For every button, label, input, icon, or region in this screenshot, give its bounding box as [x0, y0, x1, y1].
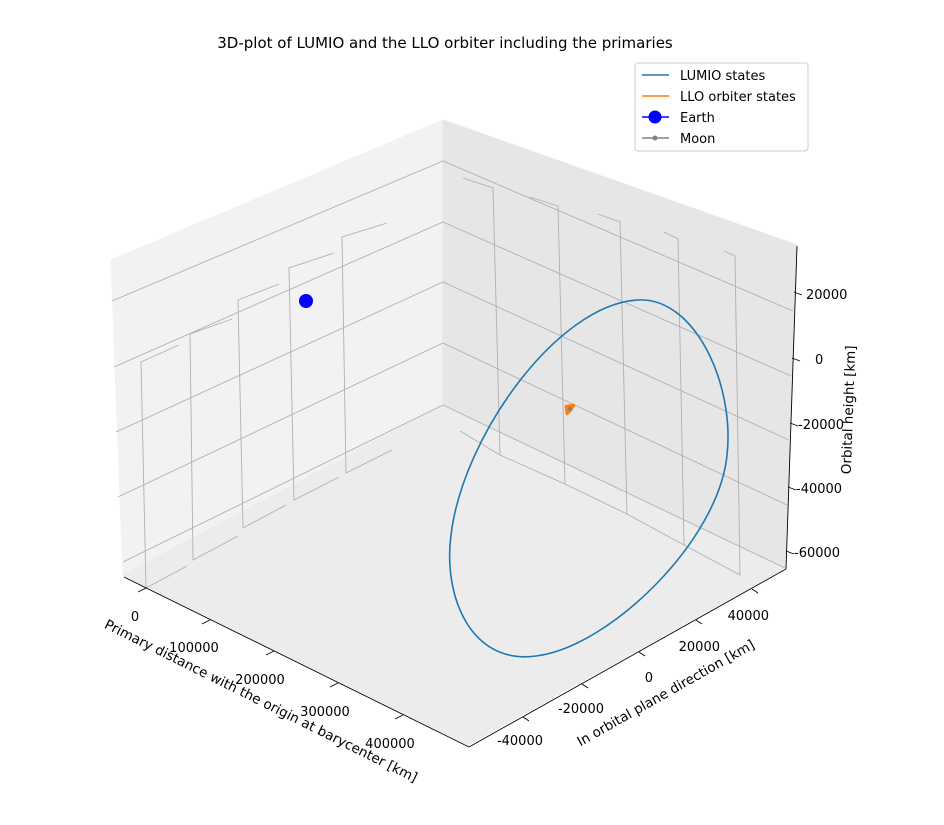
x-tick-4 [394, 714, 404, 720]
y-tick-label: 20000 [679, 640, 720, 655]
z-tick-label: -60000 [794, 546, 840, 561]
grid-z-3 [113, 221, 792, 377]
grid-y-2 [564, 213, 628, 515]
grid-x-2 [237, 283, 287, 529]
y-axis-line [468, 568, 787, 748]
y-tick-2 [638, 651, 646, 657]
grid-x-1 [189, 318, 239, 561]
x-tick-3 [329, 682, 339, 688]
earth-marker [299, 294, 313, 308]
grid-z-1 [117, 342, 788, 506]
y-tick-label: -20000 [558, 702, 604, 717]
x-tick-label: 200000 [235, 673, 285, 688]
x-tick-label: 100000 [169, 641, 219, 656]
plot-data [299, 294, 729, 658]
x-tick-label: 300000 [300, 705, 350, 720]
legend-label-lumio: LUMIO states [680, 69, 765, 84]
y-tick-label: 0 [645, 671, 653, 686]
grid-y-4 [683, 250, 741, 576]
grid-lines [111, 160, 794, 589]
y-tick-4 [751, 588, 759, 594]
x-tick-2 [265, 650, 275, 656]
legend-box [634, 62, 809, 152]
moon-marker [568, 407, 572, 411]
z-tick-label: -40000 [796, 482, 842, 497]
z-tick-2 [789, 422, 799, 427]
z-tick-label: 20000 [806, 288, 847, 303]
tick-marks [137, 291, 803, 722]
legend-swatch-moon-marker [652, 135, 658, 141]
legend-label-earth: Earth [680, 111, 715, 126]
legend: LUMIO states LLO orbiter states Earth Mo… [634, 62, 809, 152]
x-tick-label: 400000 [365, 737, 415, 752]
y-tick-1 [581, 683, 589, 689]
lumio-orbit-line [448, 299, 729, 658]
chart-title: 3D-plot of LUMIO and the LLO orbiter inc… [217, 34, 673, 52]
grid-x-4 [341, 222, 393, 474]
grid-y-1 [499, 196, 566, 485]
y-tick-0 [522, 716, 530, 722]
grid-z-2 [115, 281, 790, 441]
x-tick-0 [137, 587, 147, 593]
grid-z-0 [122, 404, 786, 569]
y-tick-label: 40000 [728, 609, 769, 624]
axis-lines [123, 245, 798, 748]
x-tick-1 [201, 619, 211, 625]
z-tick-1 [787, 486, 797, 491]
y-tick-label: -40000 [497, 734, 543, 749]
z-tick-0 [785, 550, 795, 555]
y-tick-3 [695, 619, 703, 625]
x-tick-label: 0 [131, 610, 139, 625]
z-tick-4 [793, 291, 803, 296]
legend-label-llo: LLO orbiter states [680, 90, 796, 105]
legend-swatch-earth-marker [648, 110, 662, 124]
z-axis-label: Orbital height [km] [839, 345, 859, 474]
z-tick-3 [791, 357, 801, 362]
z-axis-line [785, 245, 798, 570]
grid-z-4 [111, 160, 794, 312]
legend-label-moon: Moon [680, 132, 715, 147]
z-tick-label: 0 [815, 353, 823, 368]
x-axis-line [123, 576, 470, 748]
grid-y-3 [626, 231, 685, 546]
z-tick-label: -20000 [798, 418, 844, 433]
grid-x-3 [288, 252, 340, 501]
grid-x-0 [140, 344, 188, 589]
